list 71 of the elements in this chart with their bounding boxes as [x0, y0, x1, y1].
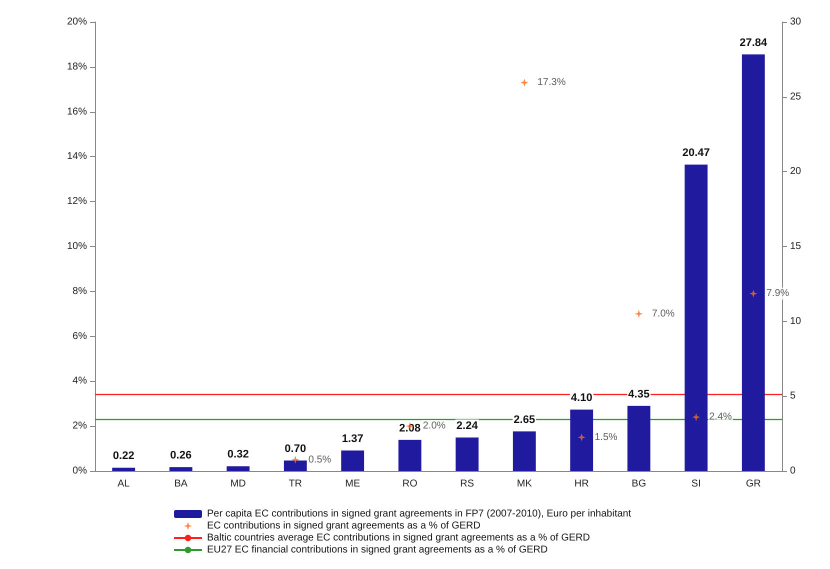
data-label: 0.32 — [227, 448, 249, 461]
y2-tick-label: 30 — [790, 16, 802, 28]
x-tick-label: RO — [402, 478, 418, 490]
bar — [456, 437, 479, 471]
data-label: 0.5% — [308, 454, 332, 466]
y-tick-label: 2% — [72, 420, 88, 432]
x-tick-label: SI — [691, 478, 701, 490]
data-label: 7.0% — [652, 308, 675, 320]
bar — [742, 54, 765, 471]
legend-label: Baltic countries average EC contributions in signed grant agreements as a % of GERD — [207, 532, 590, 544]
x-tick-label: MK — [516, 478, 532, 490]
data-label: 4.10 — [570, 392, 592, 404]
data-label: 1.37 — [342, 432, 364, 445]
legend-label: EU27 EC financial contributions in signed grant agreements as a % of GERD — [207, 544, 548, 556]
x-tick-label: MD — [230, 478, 246, 490]
bar — [512, 431, 536, 471]
x-tick-label: RS — [460, 478, 474, 490]
x-tick-label: GR — [746, 478, 761, 490]
bar — [112, 468, 136, 471]
y-tick-label: 6% — [72, 330, 88, 342]
point — [692, 413, 700, 422]
data-label: 2.4% — [709, 412, 732, 423]
y-tick-label: 8% — [72, 286, 88, 297]
y2-tick-label: 10 — [790, 316, 802, 327]
y2-tick-label: 0 — [790, 466, 796, 476]
y-tick-label: 10% — [66, 241, 88, 252]
data-label: 1.5% — [594, 432, 618, 443]
data-label: 0.70 — [284, 443, 306, 456]
x-tick-label: ME — [345, 478, 360, 490]
legend-label: EC contributions in signed grant agreements as a % of GERD — [207, 520, 480, 532]
data-label: 20.47 — [682, 147, 710, 160]
y2-tick-label: 25 — [790, 91, 802, 102]
point — [749, 290, 758, 298]
y-tick-label: 4% — [72, 376, 88, 387]
y-tick-label: 0% — [72, 466, 88, 476]
data-label: 0.22 — [112, 450, 134, 462]
bar — [284, 460, 307, 471]
bar — [627, 406, 650, 471]
y-tick-label: 20% — [66, 16, 88, 28]
point — [520, 78, 528, 87]
data-label: 2.08 — [399, 422, 421, 434]
x-tick-label: TR — [288, 478, 302, 490]
data-label: 2.65 — [514, 414, 536, 426]
data-label: 7.9% — [766, 288, 790, 300]
bar — [570, 410, 594, 471]
y2-tick-label: 20 — [790, 166, 802, 178]
x-tick-label: AL — [118, 478, 130, 490]
y-tick-label: 16% — [66, 106, 88, 118]
y-tick-label: 18% — [66, 61, 88, 72]
data-label: 27.84 — [740, 36, 768, 49]
data-label: 0.26 — [170, 450, 192, 462]
y-tick-label: 14% — [66, 151, 88, 162]
bar — [684, 164, 708, 471]
point — [634, 310, 643, 318]
bar — [341, 450, 364, 471]
bar — [169, 467, 192, 471]
y-tick-label: 12% — [66, 196, 88, 208]
bar — [398, 440, 422, 471]
bar — [226, 466, 250, 471]
y2-tick-label: 15 — [790, 241, 802, 252]
data-label: 2.0% — [422, 420, 446, 432]
data-label: 2.24 — [456, 420, 479, 432]
data-label: 4.35 — [628, 388, 650, 400]
legend-label: Per capita EC contributions in signed grant agreements in FP7 (2007-2010), Euro per inhabitant — [207, 508, 632, 520]
point — [291, 456, 300, 464]
x-tick-label: HR — [574, 478, 589, 490]
data-label: 17.3% — [537, 77, 566, 88]
y2-tick-label: 5 — [790, 390, 796, 402]
point — [578, 433, 586, 442]
x-tick-label: BG — [632, 478, 646, 490]
x-tick-label: BA — [174, 478, 188, 490]
